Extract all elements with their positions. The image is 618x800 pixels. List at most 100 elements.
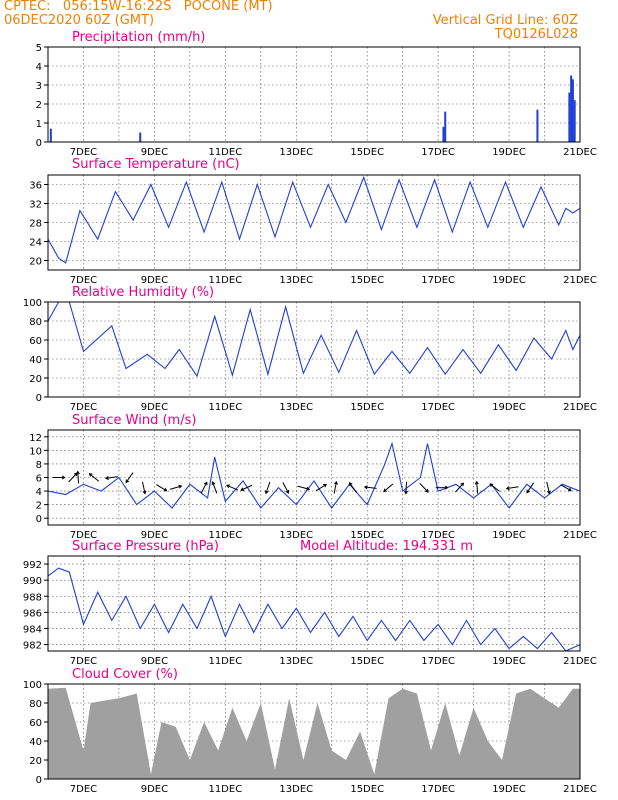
precip-bar <box>536 109 539 142</box>
y-tick-label-humidity: 0 <box>36 393 42 404</box>
x-tick-label-temperature: 7DEC <box>70 275 97 286</box>
x-tick-label-pressure: 17DEC <box>421 656 455 667</box>
panel-temperature: Surface Temperature (nC) 20 24 28 32 36 7DEC 9… <box>29 157 597 286</box>
panel-precipitation: Precipitation (mm/h) 0 1 2 3 4 5 7DEC 9DEC 11DEC… <box>36 30 597 158</box>
wind-arrow <box>282 482 290 494</box>
x-tick-label-cloud-cover: 7DEC <box>70 784 97 795</box>
x-tick-label-pressure: 9DEC <box>141 656 168 667</box>
y-tick-label-temperature: 32 <box>29 200 42 211</box>
x-tick-label-precipitation: 17DEC <box>421 147 455 158</box>
y-tick-label-pressure: 990 <box>23 576 42 587</box>
wind-arrow <box>526 482 535 494</box>
x-tick-label-cloud-cover: 9DEC <box>141 784 168 795</box>
wind-series-line <box>47 441 581 509</box>
y-tick-label-pressure: 986 <box>23 608 42 619</box>
y-tick-label-temperature: 28 <box>29 219 42 230</box>
x-tick-label-precipitation: 7DEC <box>70 147 97 158</box>
y-tick-label-pressure: 992 <box>23 560 42 571</box>
x-tick-label-cloud-cover: 15DEC <box>350 784 384 795</box>
y-tick-label-wind: 12 <box>29 433 42 444</box>
wind-arrow <box>226 484 239 491</box>
panel-title-precipitation: Precipitation (mm/h) <box>72 30 205 45</box>
x-tick-label-temperature: 9DEC <box>141 275 168 286</box>
wind-arrow <box>315 483 328 492</box>
x-tick-label-humidity: 21DEC <box>563 402 597 413</box>
wind-arrow <box>404 481 408 495</box>
header-location: CPTEC: 056:15W-16:22S POCONE (MT) <box>4 0 273 14</box>
wind-arrow <box>264 481 271 495</box>
precip-bar <box>570 75 573 142</box>
y-tick-label-cloud-cover: 60 <box>29 718 42 729</box>
panel-title-humidity: Relative Humidity (%) <box>72 285 214 300</box>
x-tick-label-wind: 19DEC <box>492 530 526 541</box>
x-tick-label-wind: 17DEC <box>421 530 455 541</box>
y-tick-label-temperature: 24 <box>29 238 42 249</box>
y-tick-label-precipitation: 0 <box>36 138 42 149</box>
y-tick-label-cloud-cover: 0 <box>36 775 42 786</box>
x-tick-label-pressure: 21DEC <box>563 656 597 667</box>
x-tick-label-humidity: 11DEC <box>208 402 242 413</box>
x-tick-label-temperature: 13DEC <box>279 275 313 286</box>
x-tick-label-pressure: 11DEC <box>208 656 242 667</box>
model-altitude-note: Model Altitude: 194.331 m <box>300 539 473 554</box>
x-tick-label-humidity: 9DEC <box>141 402 168 413</box>
x-tick-label-cloud-cover: 21DEC <box>563 784 597 795</box>
panel-cloud-cover: Cloud Cover (%) 0 20 40 60 80 100 7DEC 9DEC 11DE… <box>23 667 597 795</box>
y-tick-label-pressure: 984 <box>23 624 42 635</box>
panel-humidity: Relative Humidity (%) 0 20 40 60 80 100 7DEC 9D… <box>23 285 597 413</box>
y-tick-label-precipitation: 1 <box>36 119 42 130</box>
x-tick-label-cloud-cover: 11DEC <box>208 784 242 795</box>
y-tick-label-temperature: 20 <box>29 257 42 268</box>
x-tick-label-humidity: 17DEC <box>421 402 455 413</box>
wind-arrow <box>142 481 147 495</box>
x-tick-label-temperature: 19DEC <box>492 275 526 286</box>
panel-title-wind: Surface Wind (m/s) <box>72 413 196 428</box>
panel-frame-wind <box>47 429 581 526</box>
wind-arrow <box>435 485 449 490</box>
precip-bar <box>139 132 142 142</box>
wind-arrow <box>474 480 479 494</box>
cloud-cover-area <box>48 687 580 779</box>
y-tick-label-wind: 2 <box>36 501 42 512</box>
humidity-series-line <box>47 301 581 378</box>
precip-bar <box>571 79 574 142</box>
x-tick-label-humidity: 13DEC <box>279 402 313 413</box>
panel-title-temperature: Surface Temperature (nC) <box>72 157 240 172</box>
y-tick-label-wind: 6 <box>36 474 42 485</box>
wind-arrow <box>297 485 311 491</box>
header-grid-note: Vertical Grid Line: 60Z <box>432 13 578 28</box>
x-tick-label-cloud-cover: 17DEC <box>421 784 455 795</box>
precip-bar <box>573 100 576 142</box>
x-tick-label-pressure: 13DEC <box>279 656 313 667</box>
y-tick-label-cloud-cover: 20 <box>29 756 42 767</box>
x-tick-label-temperature: 11DEC <box>208 275 242 286</box>
wind-arrow <box>348 482 357 493</box>
x-tick-label-precipitation: 9DEC <box>141 147 168 158</box>
wind-arrow <box>104 476 118 480</box>
panel-pressure: Surface Pressure (hPa) Model Altitude: 1… <box>23 539 597 667</box>
x-tick-label-pressure: 7DEC <box>70 656 97 667</box>
wind-arrow <box>68 472 78 483</box>
y-tick-label-cloud-cover: 40 <box>29 737 42 748</box>
wind-arrow <box>383 483 394 493</box>
x-tick-label-temperature: 21DEC <box>563 275 597 286</box>
y-tick-label-temperature: 36 <box>29 181 42 192</box>
header-model-code: TQ0126L028 <box>494 27 578 42</box>
x-tick-label-pressure: 19DEC <box>492 656 526 667</box>
x-tick-label-wind: 15DEC <box>350 530 384 541</box>
wind-arrow <box>455 482 465 493</box>
y-tick-label-humidity: 80 <box>29 317 42 328</box>
header-run-time: 06DEC2020 60Z (GMT) <box>4 13 155 28</box>
y-tick-label-precipitation: 5 <box>36 43 42 54</box>
y-tick-label-wind: 0 <box>36 514 42 525</box>
wind-arrow <box>156 484 168 492</box>
x-tick-label-cloud-cover: 13DEC <box>279 784 313 795</box>
x-tick-label-wind: 9DEC <box>141 530 168 541</box>
y-tick-label-humidity: 20 <box>29 374 42 385</box>
wind-arrow <box>240 484 253 491</box>
y-tick-label-humidity: 100 <box>23 298 42 309</box>
wind-arrow <box>560 484 572 492</box>
x-tick-label-precipitation: 21DEC <box>563 147 597 158</box>
y-tick-label-pressure: 988 <box>23 592 42 603</box>
